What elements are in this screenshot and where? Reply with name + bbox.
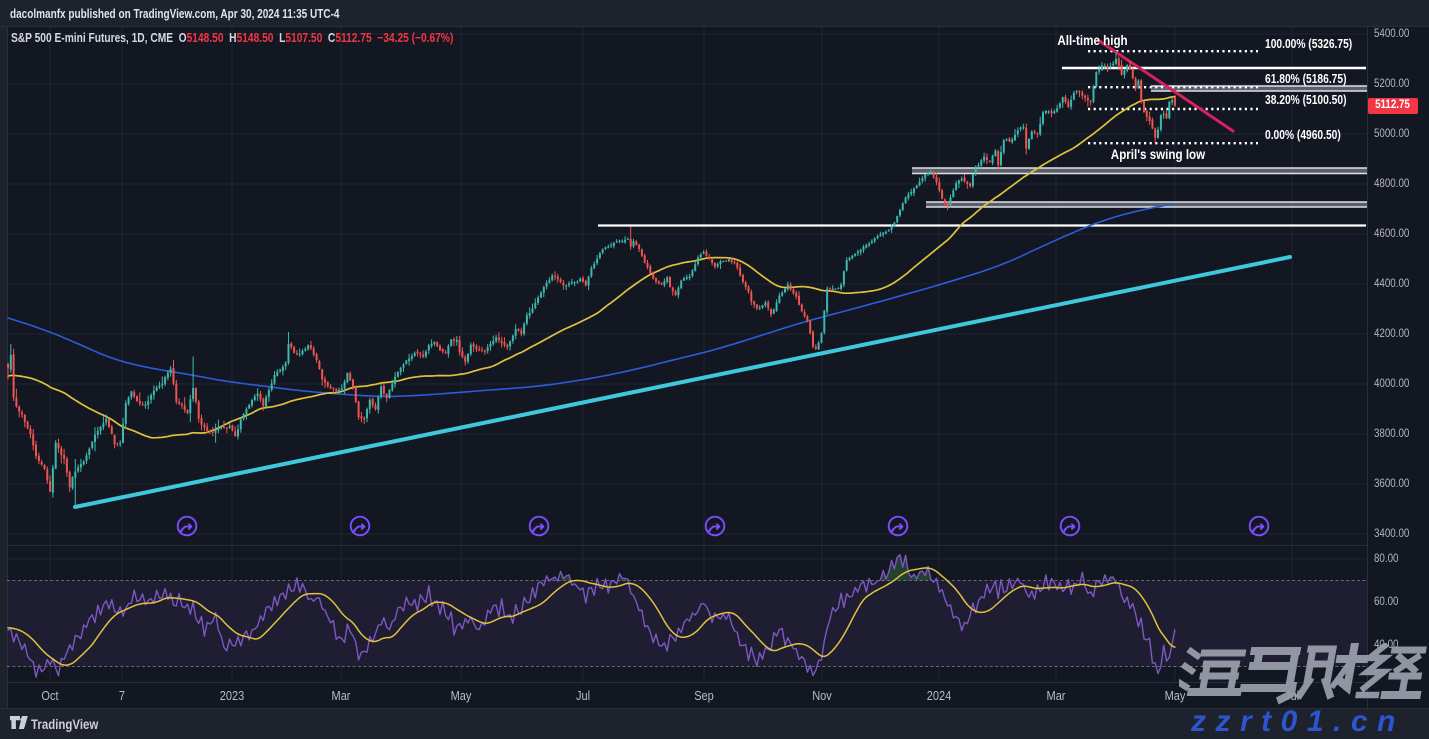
svg-text:TradingView: TradingView xyxy=(31,717,99,732)
